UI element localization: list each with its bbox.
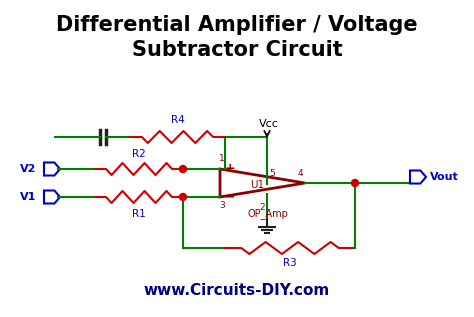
Text: −: − [225, 191, 235, 204]
Circle shape [180, 165, 186, 172]
Text: www.Circuits-DIY.com: www.Circuits-DIY.com [144, 283, 330, 298]
Text: Vout: Vout [430, 172, 459, 182]
Text: OP_Amp: OP_Amp [247, 208, 288, 219]
Text: V1: V1 [19, 192, 36, 202]
Text: U1: U1 [250, 180, 264, 190]
Circle shape [352, 179, 358, 186]
Text: R1: R1 [132, 209, 146, 219]
Text: V2: V2 [19, 164, 36, 174]
Circle shape [180, 193, 186, 200]
Text: 3: 3 [219, 201, 225, 210]
Text: 4: 4 [297, 169, 303, 178]
Text: R3: R3 [283, 258, 297, 268]
Text: 2: 2 [259, 203, 265, 211]
Text: +: + [225, 163, 235, 176]
Text: R2: R2 [132, 149, 146, 159]
Text: 1: 1 [219, 154, 225, 163]
Text: 5: 5 [269, 170, 275, 178]
Text: Differential Amplifier / Voltage: Differential Amplifier / Voltage [56, 15, 418, 35]
Text: R4: R4 [171, 115, 184, 125]
Text: Subtractor Circuit: Subtractor Circuit [132, 40, 342, 60]
Text: Vcc: Vcc [259, 119, 279, 129]
